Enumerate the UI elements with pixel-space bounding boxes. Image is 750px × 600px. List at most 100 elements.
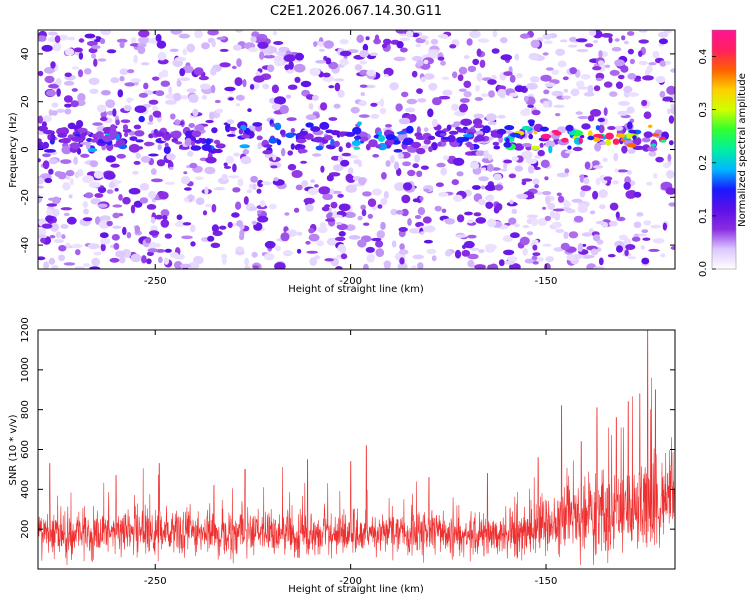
heatmap-cell xyxy=(117,89,124,98)
heatmap-cell xyxy=(481,167,487,171)
heatmap-cell xyxy=(437,141,442,147)
heatmap-cell xyxy=(91,53,97,59)
heatmap-cell xyxy=(655,156,664,163)
x-tick-label: -150 xyxy=(535,576,558,587)
heatmap-cell xyxy=(225,155,234,164)
heatmap-cell xyxy=(396,41,404,49)
heatmap-cell xyxy=(92,122,103,126)
heatmap-cell xyxy=(111,234,120,241)
heatmap-cell xyxy=(215,143,226,149)
heatmap-cell xyxy=(581,232,593,237)
heatmap-cell xyxy=(187,150,194,157)
heatmap-cell xyxy=(487,163,494,172)
heatmap-cell xyxy=(626,169,632,175)
heatmap-cell xyxy=(262,83,270,90)
heatmap-cell xyxy=(555,228,565,233)
heatmap-cell xyxy=(469,247,480,251)
heatmap-cell xyxy=(138,30,150,38)
heatmap-cell xyxy=(188,123,195,128)
heatmap-cell xyxy=(88,266,101,269)
heatmap-cell xyxy=(86,40,98,47)
heatmap-cell xyxy=(567,145,572,150)
heatmap-cell xyxy=(38,70,44,77)
heatmap-cell xyxy=(386,138,395,146)
heatmap-cell xyxy=(475,217,487,224)
heatmap-cell xyxy=(519,236,530,246)
snr-plot-area xyxy=(38,330,675,566)
heatmap-cell xyxy=(287,84,298,90)
heatmap-cell xyxy=(578,137,583,144)
heatmap-cell xyxy=(603,81,613,88)
heatmap-cell xyxy=(304,133,314,140)
heatmap-cell xyxy=(345,132,356,137)
heatmap-cell xyxy=(232,187,241,193)
heatmap-cell xyxy=(128,143,140,153)
heatmap-cell xyxy=(43,129,54,135)
heatmap-cell xyxy=(319,121,330,130)
heatmap-cell xyxy=(469,30,481,39)
heatmap-cell xyxy=(63,80,75,86)
heatmap-cell xyxy=(138,92,148,98)
heatmap-cell xyxy=(423,139,431,145)
heatmap-cell xyxy=(467,219,474,224)
heatmap-cell xyxy=(361,209,367,217)
heatmap-cell xyxy=(319,221,327,231)
heatmap-cell xyxy=(441,76,450,80)
heatmap-cell xyxy=(338,231,346,237)
heatmap-cell xyxy=(544,215,552,221)
heatmap-cell xyxy=(48,83,59,89)
heatmap-cell xyxy=(112,204,123,208)
heatmap-cell xyxy=(598,50,603,58)
heatmap-cell xyxy=(169,166,174,170)
heatmap-cell xyxy=(181,235,193,240)
heatmap-cell xyxy=(516,73,523,79)
heatmap-cell xyxy=(665,187,675,195)
heatmap-cell xyxy=(428,82,438,91)
heatmap-cell xyxy=(564,150,573,154)
heatmap-cell xyxy=(119,41,125,49)
heatmap-cell xyxy=(623,85,633,94)
heatmap-cell xyxy=(295,138,307,143)
heatmap-cell xyxy=(238,128,244,135)
heatmap-cell xyxy=(545,67,554,71)
heatmap-cell xyxy=(190,140,196,147)
heatmap-cell xyxy=(290,128,296,133)
heatmap-cell xyxy=(423,127,429,132)
heatmap-cell xyxy=(352,126,362,135)
heatmap-cell xyxy=(350,106,360,114)
heatmap-cell xyxy=(99,232,109,239)
heatmap-cell xyxy=(210,67,217,76)
heatmap-cell xyxy=(532,178,540,185)
heatmap-cell xyxy=(205,156,217,164)
heatmap-cell xyxy=(627,256,637,260)
heatmap-cell xyxy=(135,139,144,143)
heatmap-cell xyxy=(537,149,545,157)
heatmap-cell xyxy=(545,140,556,149)
heatmap-cell xyxy=(648,151,657,157)
heatmap-cell xyxy=(397,262,408,269)
heatmap-cell xyxy=(291,170,303,178)
heatmap-cell xyxy=(268,203,277,210)
heatmap-cell xyxy=(69,178,74,186)
heatmap-cell xyxy=(303,197,315,205)
heatmap-cell xyxy=(513,223,520,228)
heatmap-cell xyxy=(331,155,341,161)
heatmap-cell xyxy=(146,258,152,265)
heatmap-cell xyxy=(379,107,387,115)
heatmap-cell xyxy=(324,258,335,262)
heatmap-cell xyxy=(458,88,467,92)
heatmap-cell xyxy=(444,250,452,257)
heatmap-cell xyxy=(526,158,537,164)
heatmap-cell xyxy=(241,134,251,139)
heatmap-cell xyxy=(213,187,226,191)
heatmap-cell xyxy=(180,77,191,82)
heatmap-cell xyxy=(365,36,370,41)
heatmap-cell xyxy=(148,114,154,123)
heatmap-cell xyxy=(88,181,101,188)
heatmap-cell xyxy=(544,176,549,181)
heatmap-cell xyxy=(543,40,553,44)
heatmap-cell xyxy=(186,88,197,93)
heatmap-cell xyxy=(120,119,131,123)
heatmap-cell xyxy=(293,207,300,213)
colorbar-label: Normalized spectral amplitude xyxy=(737,73,748,227)
